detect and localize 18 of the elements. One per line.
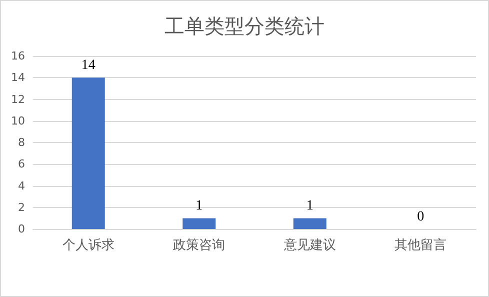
data-label: 0	[417, 210, 424, 224]
data-label: 1	[196, 198, 203, 214]
y-tick-label: 16	[11, 50, 25, 62]
data-label: 1	[306, 198, 314, 214]
y-tick-label: 8	[18, 136, 25, 149]
data-label: 14	[81, 58, 96, 74]
x-tick-label: 意见建议	[282, 238, 336, 253]
y-tick-label: 12	[11, 92, 25, 106]
y-tick-label: 0	[18, 222, 25, 236]
y-tick-label: 14	[11, 71, 25, 84]
x-tick-label: 个人诉求	[62, 238, 114, 253]
y-tick-label: 10	[11, 114, 25, 128]
y-tick-label: 6	[18, 158, 25, 171]
x-tick-label: 政策咨询	[173, 238, 226, 253]
chart-title: 工单类型分类统计	[164, 14, 324, 38]
y-tick-label: 2	[18, 200, 25, 214]
y-tick-label: 4	[18, 179, 25, 192]
x-tick-label: 其他留言	[394, 237, 447, 253]
